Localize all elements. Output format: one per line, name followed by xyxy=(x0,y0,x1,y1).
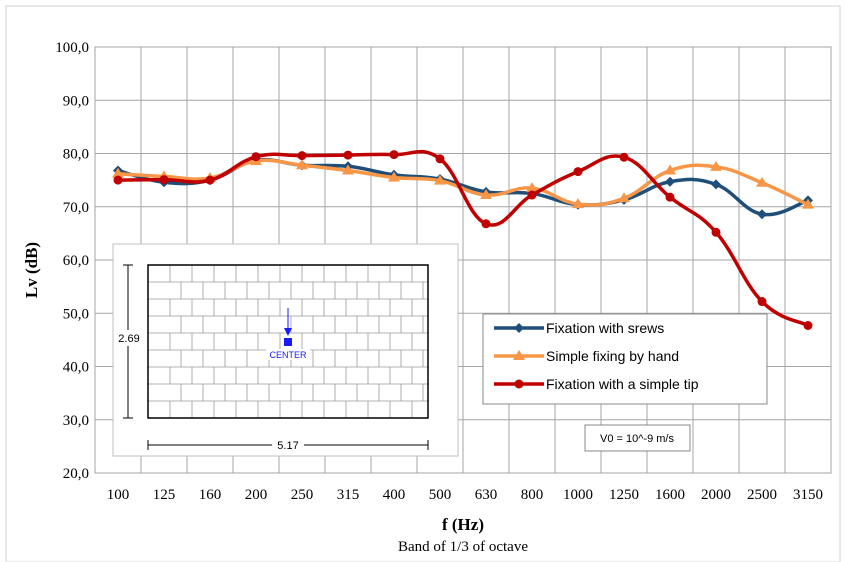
data-point xyxy=(665,192,675,202)
x-tick-label: 100 xyxy=(107,487,130,503)
data-point xyxy=(803,320,813,330)
data-point xyxy=(665,176,675,187)
y-tick-labels: 20,0 30,0 40,0 50,0 60,0 70,0 80,0 90,0 100,0 xyxy=(55,40,89,482)
series-3 xyxy=(113,149,813,330)
y-tick-label: 80,0 xyxy=(63,147,89,163)
data-point xyxy=(159,175,169,185)
data-point xyxy=(389,150,399,160)
data-point xyxy=(342,164,354,175)
data-point xyxy=(711,227,721,237)
x-tick-label: 125 xyxy=(153,487,176,503)
series-layer xyxy=(112,149,814,330)
center-label-bg xyxy=(266,349,310,360)
legend-swatch-marker xyxy=(514,379,524,389)
width-label-bg xyxy=(272,438,304,452)
width-label: 5.17 xyxy=(277,440,298,452)
data-point xyxy=(527,190,537,200)
legend-item: Fixation with srews xyxy=(494,320,664,336)
data-point xyxy=(481,219,491,229)
data-point xyxy=(664,164,676,175)
data-point xyxy=(710,160,722,171)
data-point xyxy=(112,167,124,178)
data-point xyxy=(573,167,583,177)
legend-swatch-marker xyxy=(514,323,524,333)
brick-wall xyxy=(148,265,428,418)
legend-swatch-marker xyxy=(513,350,525,360)
data-point xyxy=(343,150,353,160)
reference-velocity-label: V0 = 10^-9 m/s xyxy=(600,433,674,445)
x-tick-label: 1250 xyxy=(609,487,639,503)
center-marker xyxy=(284,338,292,346)
legend-label: Simple fixing by hand xyxy=(546,348,679,364)
x-axis-subtitle: Band of 1/3 of octave xyxy=(398,539,528,555)
x-tick-label: 2000 xyxy=(701,487,731,503)
x-tick-label: 630 xyxy=(475,487,498,503)
x-tick-label: 800 xyxy=(521,487,544,503)
data-point xyxy=(113,175,123,185)
wall-outline xyxy=(147,264,429,419)
height-label-bg xyxy=(114,330,144,346)
x-tick-label: 315 xyxy=(337,487,360,503)
y-tick-label: 50,0 xyxy=(63,306,89,322)
data-point xyxy=(756,176,768,187)
x-tick-label: 500 xyxy=(429,487,452,503)
legend-item: Fixation with a simple tip xyxy=(494,376,699,392)
y-tick-label: 20,0 xyxy=(63,466,89,482)
center-label: CENTER xyxy=(269,350,307,360)
data-point xyxy=(572,198,584,209)
x-axis-title: f (Hz) xyxy=(442,515,484,534)
inset-diagram: 2.69 5.17 CENTER xyxy=(112,243,459,457)
x-tick-label: 160 xyxy=(199,487,222,503)
data-point xyxy=(757,209,767,220)
x-tick-label: 2500 xyxy=(747,487,777,503)
data-point xyxy=(619,152,629,162)
y-tick-label: 30,0 xyxy=(63,413,89,429)
y-tick-label: 60,0 xyxy=(63,253,89,269)
data-point xyxy=(435,154,445,164)
x-tick-label: 200 xyxy=(245,487,268,503)
data-point xyxy=(618,192,630,203)
legend-item: Simple fixing by hand xyxy=(494,348,679,364)
y-tick-label: 40,0 xyxy=(63,360,89,376)
y-tick-label: 100,0 xyxy=(55,40,89,56)
legend-items: Fixation with srews Simple fixing by hand… xyxy=(494,320,699,392)
reference-velocity-box: V0 = 10^-9 m/s xyxy=(584,424,691,452)
data-point xyxy=(711,179,721,190)
data-point xyxy=(205,175,215,185)
height-label: 2.69 xyxy=(118,333,139,345)
x-tick-label: 1600 xyxy=(655,487,685,503)
x-tick-label: 1000 xyxy=(563,487,593,503)
data-point xyxy=(251,152,261,162)
y-tick-label: 90,0 xyxy=(63,93,89,109)
y-tick-label: 70,0 xyxy=(63,200,89,216)
data-point xyxy=(434,174,446,185)
data-point xyxy=(757,297,767,307)
data-point xyxy=(526,182,538,193)
data-point xyxy=(802,198,814,209)
series-line xyxy=(117,149,809,328)
y-axis-title: Lv (dB) xyxy=(22,242,41,298)
x-tick-labels: 100 125 160 200 250 315 400 500 630 800 1000 1250 16… xyxy=(107,487,823,503)
x-tick-label: 3150 xyxy=(793,487,823,503)
center-arrow-head xyxy=(284,328,292,336)
data-point xyxy=(296,159,308,170)
x-tick-label: 400 xyxy=(383,487,406,503)
legend-label: Fixation with srews xyxy=(546,320,664,336)
data-point xyxy=(480,189,492,200)
data-point xyxy=(388,171,400,182)
legend-label: Fixation with a simple tip xyxy=(546,376,699,392)
reference-velocity-frame xyxy=(584,424,691,452)
x-tick-label: 250 xyxy=(291,487,314,503)
legend: Fixation with srews Simple fixing by hand… xyxy=(482,313,768,405)
data-point xyxy=(297,151,307,161)
